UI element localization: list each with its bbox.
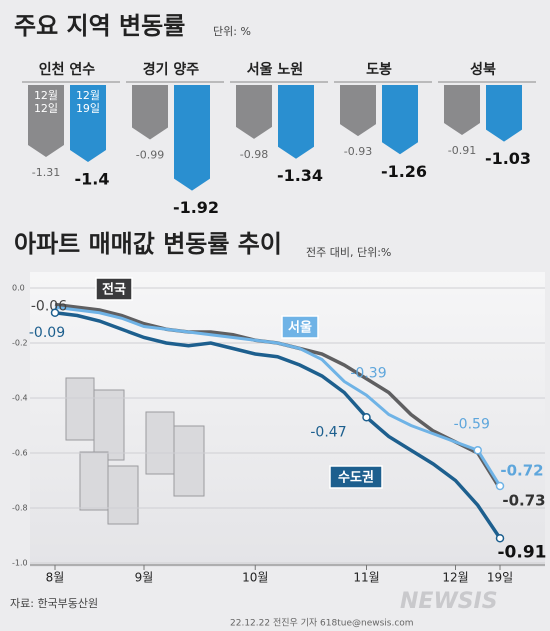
- source: 자료: 한국부동산원: [10, 597, 98, 610]
- legend-label: 12월 12일: [33, 89, 59, 115]
- x-tick-label: 10월: [242, 571, 268, 585]
- x-tick-label: 12월: [442, 571, 468, 585]
- credit: 22.12.22 전진우 기자 618tue@newsis.com: [230, 618, 414, 629]
- unit-label: 단위: %: [213, 25, 251, 38]
- arrow-bar: [174, 85, 210, 191]
- buildings-icon: [65, 377, 205, 525]
- arrow-bar: [236, 85, 272, 139]
- arrow-bar: [132, 85, 168, 140]
- value-label: -0.59: [454, 416, 490, 432]
- point: [473, 446, 482, 455]
- y-tick-label: -0.4: [12, 394, 28, 403]
- value-label: -0.98: [240, 148, 268, 161]
- point: [495, 481, 505, 491]
- value-label: -0.06: [31, 299, 67, 315]
- category-label: 도봉: [366, 62, 392, 78]
- value-label: -0.73: [502, 491, 545, 509]
- arrow-bar: [486, 85, 522, 142]
- point: [362, 413, 371, 422]
- logo: NEWSIS: [400, 589, 498, 614]
- category-label: 서울 노원: [247, 61, 303, 78]
- legend-label: 서울: [288, 320, 312, 336]
- point: [495, 534, 505, 543]
- value-label: -1.03: [485, 149, 531, 168]
- category-label: 인천 연수: [39, 61, 96, 78]
- legend-label: 수도권: [338, 471, 374, 486]
- category-label: 성북: [470, 62, 496, 78]
- series-line: [54, 305, 502, 487]
- value-label: -0.91: [498, 542, 547, 562]
- y-tick-label: -0.6: [12, 449, 28, 458]
- value-label: -1.92: [173, 198, 219, 217]
- point: [50, 308, 60, 317]
- x-tick-label: 11월: [353, 571, 379, 585]
- value-label: -0.91: [448, 144, 476, 157]
- y-tick-label: -1.0: [12, 559, 28, 568]
- arrow-bar: [70, 85, 106, 162]
- series-line: [54, 311, 502, 540]
- y-tick-label: 0.0: [12, 284, 25, 293]
- legend-box: [95, 277, 133, 301]
- arrow-bar: [444, 85, 480, 136]
- x-tick-label: 8월: [46, 571, 65, 585]
- x-tick-label: 19일: [487, 571, 513, 585]
- value-label: -1.31: [32, 166, 60, 179]
- value-label: -0.47: [310, 424, 346, 440]
- legend-box: [329, 465, 383, 489]
- chart-title: 아파트 매매값 변동률 추이: [14, 230, 282, 258]
- value-label: -1.4: [75, 170, 110, 189]
- y-tick-label: -0.2: [12, 339, 28, 348]
- arrow-bar: [382, 85, 418, 155]
- category-label: 경기 양주: [143, 61, 200, 78]
- arrow-bar: [278, 85, 314, 159]
- legend-box: [281, 315, 319, 339]
- chart-title: 주요 지역 변동률: [14, 12, 185, 40]
- x-tick-label: 9월: [135, 571, 154, 585]
- value-label: -0.72: [500, 462, 543, 480]
- unit-label: 전주 대비, 단위:%: [306, 246, 391, 259]
- value-label: -0.09: [29, 325, 65, 341]
- legend-label: 전국: [102, 282, 126, 298]
- value-label: -0.39: [350, 365, 386, 381]
- arrow-bar: [28, 85, 64, 158]
- value-label: -1.26: [381, 162, 427, 181]
- value-label: -0.99: [136, 148, 164, 161]
- legend-label: 12월 19일: [75, 89, 101, 115]
- value-label: -1.34: [277, 166, 323, 185]
- arrow-bar: [340, 85, 376, 137]
- value-label: -0.93: [344, 145, 372, 158]
- y-tick-label: -0.8: [12, 504, 28, 513]
